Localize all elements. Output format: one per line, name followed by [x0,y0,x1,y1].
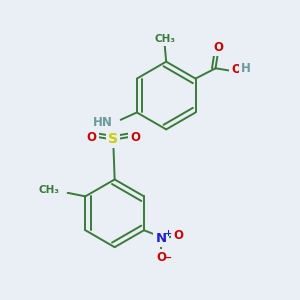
Text: CH₃: CH₃ [38,185,59,196]
Text: H: H [241,62,251,75]
Text: O: O [173,229,183,242]
Text: O: O [213,41,223,54]
Text: HN: HN [93,116,112,129]
Text: O: O [231,63,241,76]
Text: −: − [163,253,172,263]
Text: CH₃: CH₃ [154,34,175,44]
Text: +: + [164,229,171,238]
Text: O: O [130,131,140,144]
Text: O: O [86,131,97,144]
Text: S: S [108,132,118,146]
Text: N: N [155,232,167,245]
Text: O: O [156,251,166,264]
